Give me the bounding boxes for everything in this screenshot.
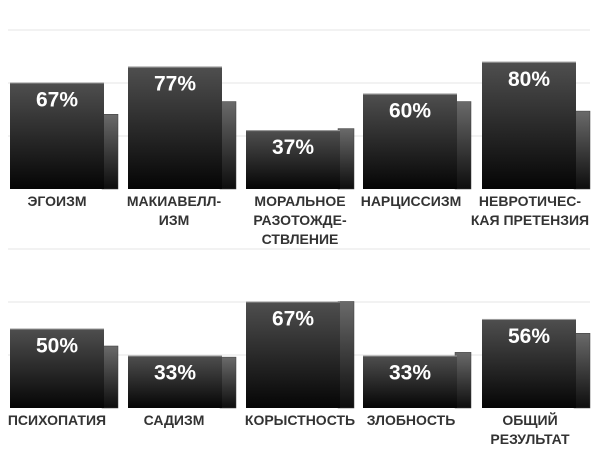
secondary-bar xyxy=(454,101,472,190)
category-label: МОРАЛЬНОЕ xyxy=(254,193,345,209)
category-label: КОРЫСТНОСТЬ xyxy=(245,412,355,428)
secondary-bar xyxy=(219,356,237,409)
value-label: 33% xyxy=(389,362,431,385)
secondary-bar xyxy=(219,101,237,190)
value-label: 56% xyxy=(508,325,550,348)
secondary-bar xyxy=(573,333,591,409)
value-label: 67% xyxy=(272,307,314,330)
primary-bar xyxy=(10,82,104,189)
category-label: НЕВРОТИЧЕС- xyxy=(479,193,582,209)
value-label: 37% xyxy=(272,136,314,159)
category-label: КАЯ ПРЕТЕНЗИЯ xyxy=(471,212,589,228)
category-label: ПСИХОПАТИЯ xyxy=(8,412,106,428)
primary-bar xyxy=(128,355,222,408)
value-label: 77% xyxy=(154,73,196,96)
value-label: 60% xyxy=(389,100,431,123)
secondary-bar xyxy=(337,301,355,409)
primary-bar xyxy=(482,61,576,189)
category-label: ЭГОИЗМ xyxy=(27,193,86,209)
category-label: РАЗОТОЖДЕ- xyxy=(253,212,347,228)
category-label: ЗЛОБНОСТЬ xyxy=(367,412,456,428)
value-label: 80% xyxy=(508,68,550,91)
value-label: 33% xyxy=(154,362,196,385)
category-label: НАРЦИССИЗМ xyxy=(361,193,462,209)
category-label: СТВЛЕНИЕ xyxy=(262,231,339,247)
secondary-bar xyxy=(573,110,591,190)
primary-bar xyxy=(128,66,222,189)
primary-bar xyxy=(246,301,340,408)
value-label: 67% xyxy=(36,88,78,111)
category-label: ИЗМ xyxy=(159,212,190,228)
primary-bar xyxy=(482,318,576,408)
primary-bar xyxy=(363,355,457,408)
category-label: САДИЗМ xyxy=(144,412,205,428)
secondary-bar xyxy=(101,345,119,409)
category-label: ОБЩИЙ xyxy=(502,411,557,428)
category-label: РЕЗУЛЬТАТ xyxy=(490,431,570,447)
value-label: 50% xyxy=(36,335,78,358)
primary-bar xyxy=(246,130,340,189)
secondary-bar xyxy=(101,114,119,190)
secondary-bar xyxy=(337,128,355,190)
primary-bar xyxy=(10,328,104,408)
category-label: МАКИАВЕЛЛ- xyxy=(127,193,222,209)
primary-bar xyxy=(363,93,457,189)
secondary-bar xyxy=(454,352,472,409)
